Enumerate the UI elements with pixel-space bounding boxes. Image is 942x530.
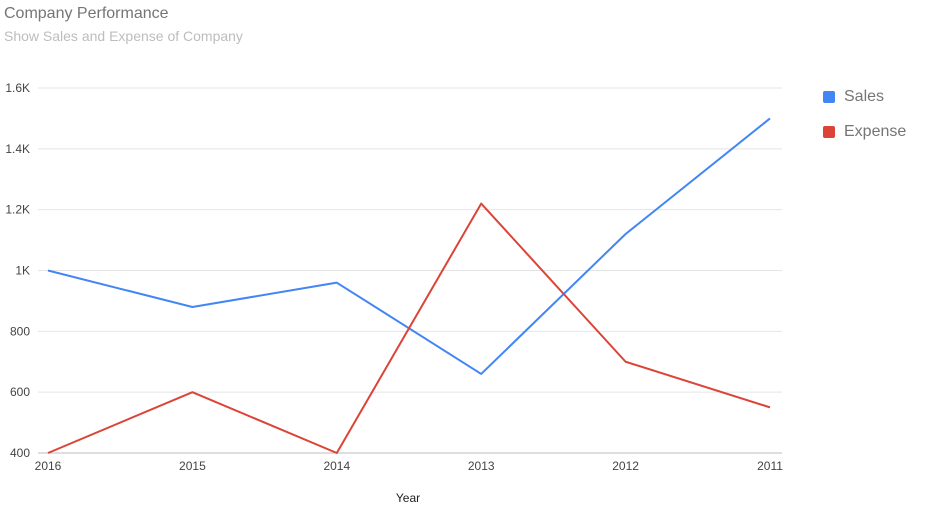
x-axis-ticks: 2016 2015 2014 2013 2012 2011 [35, 459, 784, 473]
legend-label: Sales [844, 88, 885, 105]
legend-item-expense[interactable]: Expense [823, 121, 906, 143]
x-tick-label: 2012 [612, 459, 639, 473]
x-tick-label: 2015 [179, 459, 206, 473]
y-axis-ticks: 400 600 800 1K 1.2K 1.4K 1.6K [5, 81, 30, 460]
gridlines [38, 87, 782, 454]
x-tick-label: 2014 [323, 459, 350, 473]
x-tick-label: 2013 [468, 459, 495, 473]
series-line-expense[interactable] [47, 202, 771, 454]
series-line-sales[interactable] [47, 117, 771, 375]
legend-item-sales[interactable]: Sales [823, 86, 906, 108]
y-tick-label: 1.4K [5, 142, 30, 156]
y-tick-label: 400 [10, 446, 30, 460]
y-tick-label: 1K [15, 264, 30, 278]
legend-label: Expense [844, 123, 907, 140]
chart-subtitle: Show Sales and Expense of Company [4, 28, 243, 44]
x-tick-label: 2016 [35, 459, 62, 473]
y-tick-label: 1.2K [5, 203, 30, 217]
chart-title: Company Performance [4, 5, 169, 22]
y-tick-label: 800 [10, 324, 30, 338]
series-lines [47, 117, 771, 454]
x-axis-label: Year [396, 491, 420, 505]
legend-swatch [823, 126, 835, 138]
legend: Sales Expense [823, 86, 906, 156]
x-tick-label: 2011 [757, 459, 783, 473]
legend-swatch [823, 91, 835, 103]
y-tick-label: 1.6K [5, 81, 30, 95]
y-tick-label: 600 [10, 385, 30, 399]
